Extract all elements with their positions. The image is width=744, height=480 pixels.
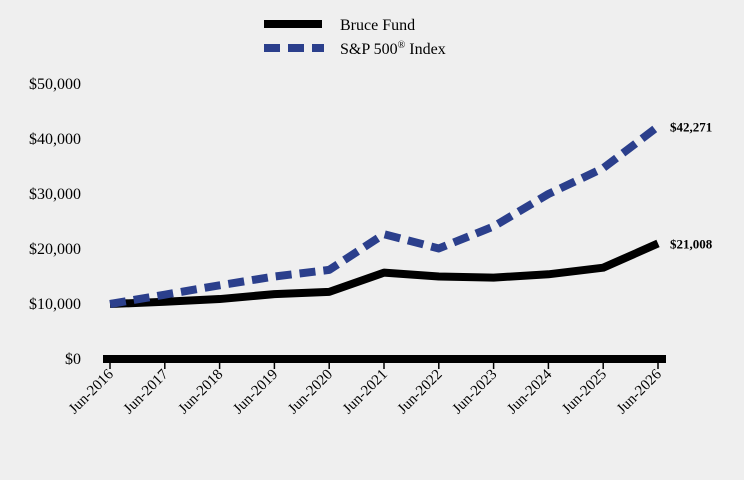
legend-label-sp500: S&P 500® Index [340,40,446,58]
y-tick-label: $30,000 [29,186,81,203]
x-tick-label: Jun-2019 [230,367,281,418]
legend-label-sp500-sup: ® [398,40,406,51]
x-tick-label: Jun-2018 [176,367,227,418]
y-tick-label: $50,000 [29,76,81,93]
x-tick-label: Jun-2020 [285,367,336,418]
legend-label-bruce-fund: Bruce Fund [340,17,415,34]
x-tick-label: Jun-2022 [395,367,446,418]
x-tick-label: Jun-2016 [66,366,117,417]
end-labels: $21,008 $42,271 [670,120,713,252]
y-axis-ticks: $0 $10,000 $20,000 $30,000 $40,000 $50,000 [29,76,81,368]
y-tick-label: $40,000 [29,131,81,148]
y-tick-label: $0 [65,351,81,368]
legend: Bruce Fund S&P 500® Index [264,17,446,58]
x-tick-label: Jun-2026 [614,366,665,417]
x-tick-label: Jun-2017 [121,366,172,417]
x-axis-ticks: Jun-2016 Jun-2017 Jun-2018 Jun-2019 Jun-2020… [66,366,665,417]
series-line-bruce-fund [109,239,660,308]
x-tick-label: Jun-2023 [450,367,501,418]
y-tick-label: $20,000 [29,241,81,258]
series-line-sp500 [109,123,661,308]
legend-label-sp500-suffix: Index [405,41,445,58]
x-tick-label: Jun-2024 [504,366,555,417]
x-tick-label: Jun-2025 [559,367,610,418]
x-tick-label: Jun-2021 [340,367,391,418]
legend-label-sp500-name: S&P 500 [340,41,398,58]
series-lines [109,123,661,308]
x-axis [103,355,666,369]
end-label-bruce-fund: $21,008 [670,236,713,251]
end-label-sp500: $42,271 [670,120,712,135]
y-tick-label: $10,000 [29,296,81,313]
